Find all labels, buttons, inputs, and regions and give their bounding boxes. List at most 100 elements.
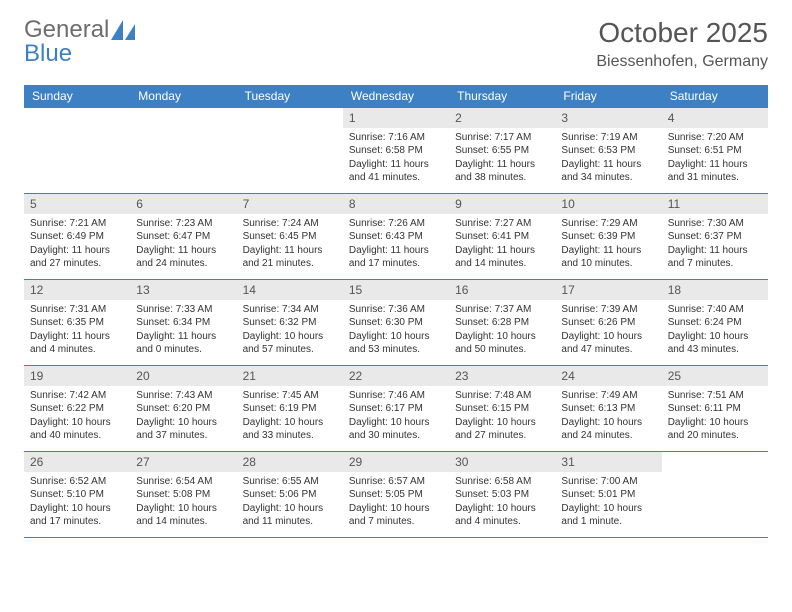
day-sunset: Sunset: 6:19 PM [243,402,337,416]
day-daylight: Daylight: 11 hours and 27 minutes. [30,244,124,271]
day-sunrise: Sunrise: 7:30 AM [668,217,762,231]
day-sunrise: Sunrise: 7:43 AM [136,389,230,403]
day-sunrise: Sunrise: 7:20 AM [668,131,762,145]
day-number: 13 [130,280,236,300]
day-number: 3 [555,108,661,128]
day-number [662,452,768,472]
calendar-day-cell: 21Sunrise: 7:45 AMSunset: 6:19 PMDayligh… [237,365,343,451]
day-number: 27 [130,452,236,472]
calendar-day-cell: 29Sunrise: 6:57 AMSunset: 5:05 PMDayligh… [343,451,449,537]
calendar-day-cell: 22Sunrise: 7:46 AMSunset: 6:17 PMDayligh… [343,365,449,451]
calendar-day-cell: 24Sunrise: 7:49 AMSunset: 6:13 PMDayligh… [555,365,661,451]
day-sunrise: Sunrise: 7:00 AM [561,475,655,489]
day-sunrise: Sunrise: 7:29 AM [561,217,655,231]
day-number: 5 [24,194,130,214]
day-sunset: Sunset: 6:37 PM [668,230,762,244]
day-body: Sunrise: 6:54 AMSunset: 5:08 PMDaylight:… [130,472,236,532]
day-sunrise: Sunrise: 7:49 AM [561,389,655,403]
day-number: 2 [449,108,555,128]
calendar-day-cell: 27Sunrise: 6:54 AMSunset: 5:08 PMDayligh… [130,451,236,537]
day-body: Sunrise: 7:19 AMSunset: 6:53 PMDaylight:… [555,128,661,188]
day-daylight: Daylight: 10 hours and 4 minutes. [455,502,549,529]
day-sunrise: Sunrise: 7:37 AM [455,303,549,317]
day-body: Sunrise: 7:29 AMSunset: 6:39 PMDaylight:… [555,214,661,274]
day-daylight: Daylight: 11 hours and 31 minutes. [668,158,762,185]
day-number: 26 [24,452,130,472]
calendar-day-cell: 7Sunrise: 7:24 AMSunset: 6:45 PMDaylight… [237,193,343,279]
day-sunrise: Sunrise: 7:46 AM [349,389,443,403]
day-sunset: Sunset: 5:06 PM [243,488,337,502]
day-body: Sunrise: 6:58 AMSunset: 5:03 PMDaylight:… [449,472,555,532]
day-sunrise: Sunrise: 7:33 AM [136,303,230,317]
day-number: 23 [449,366,555,386]
day-daylight: Daylight: 10 hours and 11 minutes. [243,502,337,529]
day-sunset: Sunset: 6:34 PM [136,316,230,330]
day-sunset: Sunset: 6:30 PM [349,316,443,330]
day-number: 25 [662,366,768,386]
day-body: Sunrise: 7:40 AMSunset: 6:24 PMDaylight:… [662,300,768,360]
day-number: 31 [555,452,661,472]
day-daylight: Daylight: 11 hours and 21 minutes. [243,244,337,271]
day-number: 8 [343,194,449,214]
day-sunrise: Sunrise: 7:42 AM [30,389,124,403]
day-sunrise: Sunrise: 7:51 AM [668,389,762,403]
calendar-week-row: 12Sunrise: 7:31 AMSunset: 6:35 PMDayligh… [24,279,768,365]
title-location: Biessenhofen, Germany [596,53,768,71]
calendar-day-cell: 16Sunrise: 7:37 AMSunset: 6:28 PMDayligh… [449,279,555,365]
day-sunrise: Sunrise: 7:36 AM [349,303,443,317]
day-body: Sunrise: 7:21 AMSunset: 6:49 PMDaylight:… [24,214,130,274]
day-sunset: Sunset: 6:13 PM [561,402,655,416]
day-number: 22 [343,366,449,386]
day-sunset: Sunset: 6:58 PM [349,144,443,158]
day-body: Sunrise: 7:46 AMSunset: 6:17 PMDaylight:… [343,386,449,446]
day-body: Sunrise: 7:23 AMSunset: 6:47 PMDaylight:… [130,214,236,274]
calendar-day-cell: 30Sunrise: 6:58 AMSunset: 5:03 PMDayligh… [449,451,555,537]
day-daylight: Daylight: 11 hours and 38 minutes. [455,158,549,185]
day-sunrise: Sunrise: 7:31 AM [30,303,124,317]
day-sunrise: Sunrise: 6:55 AM [243,475,337,489]
calendar-week-row: 5Sunrise: 7:21 AMSunset: 6:49 PMDaylight… [24,193,768,279]
day-header: Tuesday [237,85,343,108]
day-daylight: Daylight: 10 hours and 17 minutes. [30,502,124,529]
logo-text-part2: Blue [24,40,72,67]
calendar-day-cell: 1Sunrise: 7:16 AMSunset: 6:58 PMDaylight… [343,107,449,193]
day-sunset: Sunset: 5:08 PM [136,488,230,502]
calendar-day-cell: 3Sunrise: 7:19 AMSunset: 6:53 PMDaylight… [555,107,661,193]
calendar-day-cell: 6Sunrise: 7:23 AMSunset: 6:47 PMDaylight… [130,193,236,279]
calendar-day-cell [662,451,768,537]
day-sunset: Sunset: 6:35 PM [30,316,124,330]
day-sunrise: Sunrise: 6:52 AM [30,475,124,489]
day-daylight: Daylight: 10 hours and 43 minutes. [668,330,762,357]
calendar-day-cell: 18Sunrise: 7:40 AMSunset: 6:24 PMDayligh… [662,279,768,365]
day-sunrise: Sunrise: 7:23 AM [136,217,230,231]
calendar-header-row: SundayMondayTuesdayWednesdayThursdayFrid… [24,85,768,108]
day-daylight: Daylight: 10 hours and 20 minutes. [668,416,762,443]
day-sunrise: Sunrise: 7:34 AM [243,303,337,317]
day-body: Sunrise: 7:16 AMSunset: 6:58 PMDaylight:… [343,128,449,188]
day-body: Sunrise: 7:51 AMSunset: 6:11 PMDaylight:… [662,386,768,446]
day-body: Sunrise: 6:57 AMSunset: 5:05 PMDaylight:… [343,472,449,532]
day-daylight: Daylight: 11 hours and 17 minutes. [349,244,443,271]
day-sunrise: Sunrise: 7:40 AM [668,303,762,317]
day-sunset: Sunset: 6:53 PM [561,144,655,158]
day-body: Sunrise: 7:43 AMSunset: 6:20 PMDaylight:… [130,386,236,446]
day-daylight: Daylight: 10 hours and 14 minutes. [136,502,230,529]
day-number: 28 [237,452,343,472]
day-daylight: Daylight: 10 hours and 37 minutes. [136,416,230,443]
day-sunset: Sunset: 6:20 PM [136,402,230,416]
calendar-day-cell: 9Sunrise: 7:27 AMSunset: 6:41 PMDaylight… [449,193,555,279]
day-sunrise: Sunrise: 7:26 AM [349,217,443,231]
calendar-day-cell: 5Sunrise: 7:21 AMSunset: 6:49 PMDaylight… [24,193,130,279]
day-number: 14 [237,280,343,300]
calendar-day-cell: 13Sunrise: 7:33 AMSunset: 6:34 PMDayligh… [130,279,236,365]
calendar-day-cell [130,107,236,193]
day-body: Sunrise: 7:27 AMSunset: 6:41 PMDaylight:… [449,214,555,274]
calendar-day-cell: 8Sunrise: 7:26 AMSunset: 6:43 PMDaylight… [343,193,449,279]
day-number: 18 [662,280,768,300]
day-sunset: Sunset: 6:17 PM [349,402,443,416]
day-sunrise: Sunrise: 6:54 AM [136,475,230,489]
day-sunrise: Sunrise: 7:16 AM [349,131,443,145]
day-daylight: Daylight: 10 hours and 57 minutes. [243,330,337,357]
day-number: 21 [237,366,343,386]
day-sunrise: Sunrise: 7:19 AM [561,131,655,145]
